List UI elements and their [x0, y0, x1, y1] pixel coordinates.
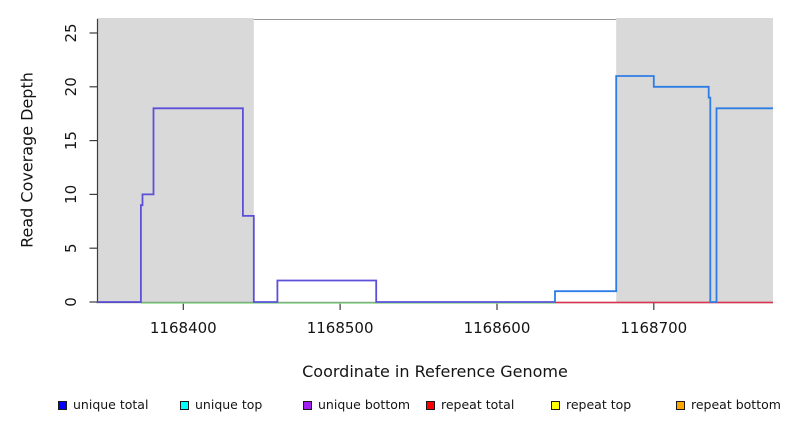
series-unique-bottom-coverage [97, 107, 555, 303]
x-axis-title: Coordinate in Reference Genome [302, 362, 568, 381]
x-tick-label: 1168500 [307, 319, 374, 337]
y-tick-label: 10 [62, 185, 80, 204]
x-tick-label: 1168600 [464, 319, 531, 337]
y-tick-label: 0 [62, 297, 80, 307]
x-tick-label: 1168400 [150, 319, 217, 337]
x-tick-label: 1168700 [620, 319, 687, 337]
y-tick-label: 25 [62, 23, 80, 42]
y-tick-label: 20 [62, 77, 80, 96]
y-tick-label: 5 [62, 243, 80, 253]
y-tick-label: 15 [62, 131, 80, 150]
right-repeat-region [616, 18, 773, 302]
left-repeat-region [97, 18, 254, 302]
series-unique-total-coverage [554, 75, 773, 303]
y-axis-title: Read Coverage Depth [17, 72, 37, 248]
